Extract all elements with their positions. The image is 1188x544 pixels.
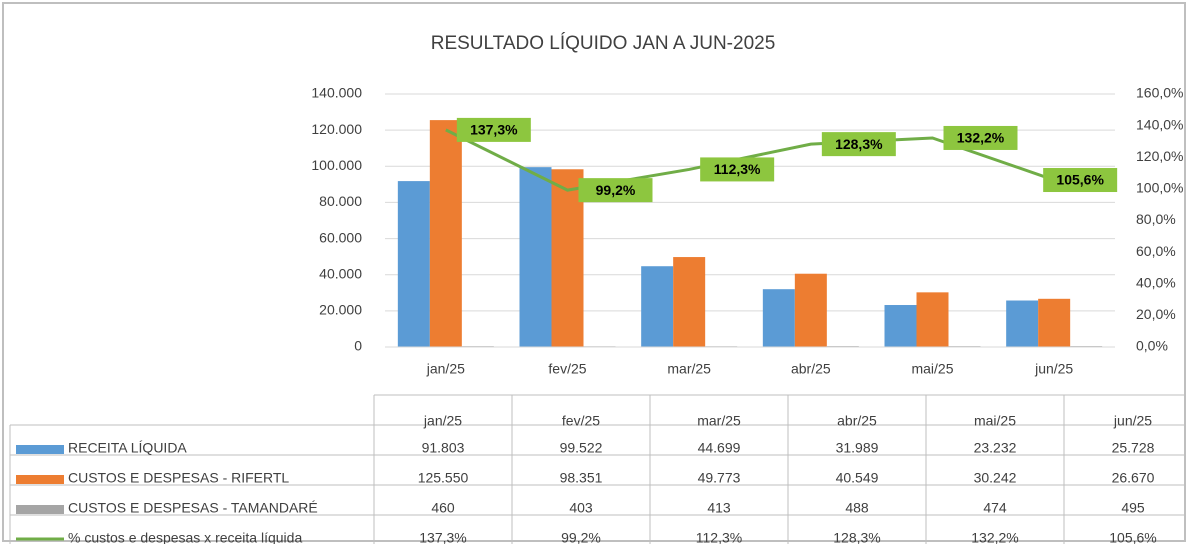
bar <box>1038 298 1071 347</box>
table-cell: 23.232 <box>974 440 1017 456</box>
table-cell: 91.803 <box>422 440 465 456</box>
data-label-box <box>821 132 896 157</box>
data-label: 99,2% <box>596 182 636 198</box>
x-tick-label: mai/25 <box>911 361 953 377</box>
y-tick-label: 120.000 <box>311 121 362 137</box>
bar <box>794 273 827 347</box>
table-cell: 26.670 <box>1112 470 1155 486</box>
legend-key <box>16 445 64 454</box>
table-cell: 105,6% <box>1109 530 1156 544</box>
bar <box>884 305 917 347</box>
bar <box>519 167 552 347</box>
table-header: mai/25 <box>974 413 1016 429</box>
table-cell: 31.989 <box>836 440 879 456</box>
y2-tick-label: 60,0% <box>1136 243 1176 259</box>
data-label-box <box>943 125 1018 150</box>
y2-tick-label: 120,0% <box>1136 148 1183 164</box>
x-tick-label: fev/25 <box>548 361 586 377</box>
bar <box>762 289 795 347</box>
data-label-box <box>1043 168 1118 193</box>
table-cell: 99,2% <box>561 530 601 544</box>
table-cell: 30.242 <box>974 470 1017 486</box>
y2-tick-label: 0,0% <box>1136 338 1168 354</box>
bar <box>397 181 430 347</box>
table-cell: 44.699 <box>698 440 741 456</box>
y2-tick-label: 20,0% <box>1136 306 1176 322</box>
table-cell: 112,3% <box>696 530 742 544</box>
table-cell: 137,3% <box>419 530 466 544</box>
y-tick-label: 60.000 <box>319 229 362 245</box>
table-header: mar/25 <box>697 413 741 429</box>
x-tick-label: jan/25 <box>426 361 465 377</box>
legend-label: RECEITA LÍQUIDA <box>68 440 187 456</box>
bar <box>916 292 949 347</box>
bar <box>429 120 462 347</box>
table-cell: 49.773 <box>698 470 741 486</box>
data-label: 128,3% <box>835 136 883 152</box>
y-tick-label: 80.000 <box>319 193 362 209</box>
table-cell: 460 <box>431 500 455 516</box>
table-cell: 99.522 <box>560 440 603 456</box>
bar <box>641 266 674 347</box>
table-cell: 40.549 <box>836 470 879 486</box>
legend-key <box>16 505 64 514</box>
table-cell: 488 <box>845 500 869 516</box>
table-header: jun/25 <box>1113 413 1152 429</box>
data-label: 112,3% <box>714 161 761 177</box>
legend-label: CUSTOS E DESPESAS - RIFERTL <box>68 470 289 486</box>
table-cell: 125.550 <box>418 470 469 486</box>
y-tick-label: 0 <box>354 338 362 354</box>
bar <box>673 257 706 347</box>
y2-tick-label: 80,0% <box>1136 211 1176 227</box>
x-tick-label: mar/25 <box>667 361 711 377</box>
table-cell: 128,3% <box>833 530 880 544</box>
x-tick-label: jun/25 <box>1034 361 1073 377</box>
y2-tick-label: 40,0% <box>1136 274 1176 290</box>
y-tick-label: 140.000 <box>311 85 362 101</box>
x-tick-label: abr/25 <box>791 361 831 377</box>
table-cell: 98.351 <box>560 470 603 486</box>
data-label: 132,2% <box>957 130 1005 146</box>
y-tick-label: 20.000 <box>319 302 362 318</box>
y2-tick-label: 160,0% <box>1136 85 1183 101</box>
legend-label: % custos e despesas x receita líquida <box>68 530 302 544</box>
bar <box>551 169 584 347</box>
legend-label: CUSTOS E DESPESAS - TAMANDARÉ <box>68 500 318 516</box>
bar <box>1006 300 1039 347</box>
table-cell: 474 <box>983 500 1007 516</box>
table-header: abr/25 <box>837 413 877 429</box>
table-cell: 495 <box>1121 500 1145 516</box>
y2-tick-label: 100,0% <box>1136 180 1183 196</box>
table-cell: 132,2% <box>971 530 1018 544</box>
data-label-box <box>578 178 653 203</box>
data-label: 137,3% <box>470 122 518 138</box>
y2-tick-label: 140,0% <box>1136 116 1183 132</box>
data-label-box <box>456 117 531 142</box>
data-label-box <box>700 157 775 182</box>
chart-title: RESULTADO LÍQUIDO JAN A JUN-2025 <box>431 33 776 54</box>
y-tick-label: 40.000 <box>319 265 362 281</box>
y-tick-label: 100.000 <box>311 157 362 173</box>
data-label: 105,6% <box>1056 172 1104 188</box>
table-cell: 25.728 <box>1112 440 1155 456</box>
legend-key <box>16 475 64 484</box>
table-header: fev/25 <box>562 413 600 429</box>
table-cell: 413 <box>707 500 731 516</box>
table-cell: 403 <box>569 500 593 516</box>
table-header: jan/25 <box>423 413 462 429</box>
